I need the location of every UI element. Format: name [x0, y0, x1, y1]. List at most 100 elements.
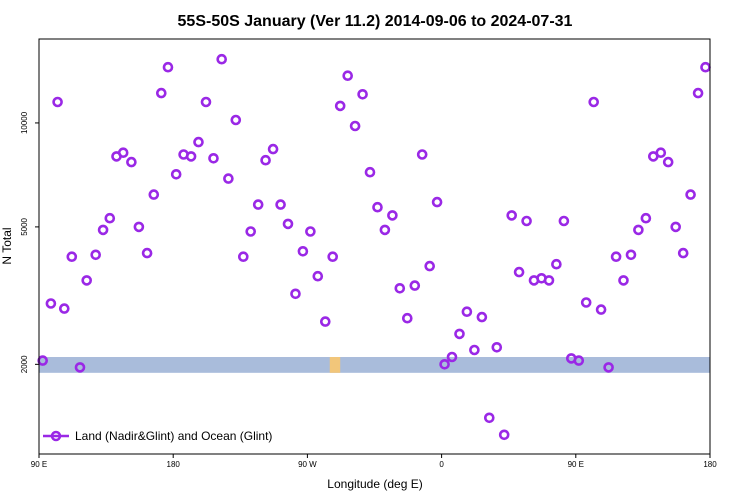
data-point	[446, 351, 458, 363]
plot-area	[37, 38, 711, 455]
data-point	[267, 143, 279, 155]
data-point	[319, 316, 331, 327]
data-point	[670, 221, 682, 233]
data-point	[59, 303, 70, 314]
data-point	[216, 53, 227, 65]
x-tick-label: 90 E	[31, 460, 47, 469]
data-point	[580, 297, 592, 308]
x-tick-label: 0	[439, 460, 444, 469]
data-point	[342, 70, 354, 81]
data-point	[469, 344, 480, 356]
data-point	[439, 358, 450, 370]
data-point	[148, 189, 160, 200]
data-point	[312, 270, 324, 282]
data-point	[603, 362, 614, 373]
data-point	[364, 166, 376, 178]
data-point	[610, 251, 622, 263]
data-point	[297, 246, 309, 257]
data-point	[90, 249, 101, 261]
data-point	[454, 328, 465, 340]
data-point	[74, 362, 86, 373]
data-point	[282, 218, 294, 230]
data-point	[491, 341, 503, 353]
data-point	[513, 266, 525, 278]
reference-band-highlight	[329, 357, 341, 373]
x-tick-label: 90 W	[298, 460, 317, 469]
legend-label: Land (Nadir&Glint) and Ocean (Glint)	[75, 429, 272, 443]
legend-marker	[50, 430, 62, 442]
reference-band	[39, 357, 710, 373]
data-point	[662, 156, 674, 168]
data-point	[126, 156, 137, 168]
data-point	[327, 251, 339, 263]
data-point	[558, 215, 570, 227]
data-point	[170, 169, 182, 180]
data-point	[230, 114, 242, 126]
data-point	[141, 247, 153, 259]
y-tick-label: 2000	[20, 355, 29, 373]
data-point	[625, 249, 637, 261]
y-axis-ticks: 2000 5000 10000	[20, 111, 39, 373]
data-point	[66, 251, 78, 263]
data-point	[81, 275, 92, 286]
data-point	[483, 412, 495, 424]
data-point	[409, 280, 421, 291]
data-point	[431, 196, 443, 208]
data-point	[193, 136, 204, 148]
data-point	[185, 151, 197, 162]
data-point	[655, 147, 667, 158]
data-point	[275, 199, 286, 210]
x-axis-ticks: 90 E 180 90 W 0 90 E 180	[31, 454, 717, 469]
data-point	[349, 120, 361, 132]
data-point	[633, 224, 644, 236]
x-axis-label: Longitude (deg E)	[327, 477, 422, 491]
data-point	[476, 311, 488, 323]
plot-frame	[38, 38, 711, 455]
data-point	[551, 258, 562, 270]
data-point	[521, 215, 532, 227]
data-point	[543, 275, 555, 286]
data-point	[290, 288, 301, 300]
data-point	[394, 282, 406, 294]
data-point	[252, 199, 264, 210]
y-tick-label: 5000	[20, 217, 29, 235]
data-point	[104, 212, 116, 224]
data-point	[401, 312, 413, 324]
data-point	[372, 201, 383, 213]
data-point	[208, 153, 219, 164]
data-point	[424, 260, 436, 272]
chart-title: 55S-50S January (Ver 11.2) 2014-09-06 to…	[178, 13, 573, 30]
data-point	[387, 210, 398, 221]
data-point	[677, 247, 689, 259]
data-point	[156, 87, 167, 99]
data-point	[200, 96, 212, 108]
data-point	[334, 100, 346, 112]
data-point	[685, 189, 696, 200]
data-point	[97, 224, 109, 236]
data-point	[357, 89, 368, 100]
data-point	[506, 210, 518, 221]
x-tick-label: 180	[703, 460, 717, 469]
data-point	[238, 251, 249, 263]
data-point	[305, 226, 316, 237]
data-point	[618, 275, 629, 286]
legend: Land (Nadir&Glint) and Ocean (Glint)	[43, 429, 272, 443]
data-point	[52, 96, 63, 108]
data-point	[379, 224, 391, 236]
data-point	[223, 173, 234, 184]
data-point	[640, 212, 652, 224]
series-points	[37, 53, 711, 441]
data-point	[133, 221, 145, 233]
data-point	[117, 147, 129, 158]
data-point	[245, 226, 256, 237]
data-point	[162, 61, 174, 73]
data-point	[416, 149, 428, 160]
x-tick-label: 90 E	[568, 460, 584, 469]
data-point	[588, 96, 600, 108]
data-point	[260, 154, 271, 166]
data-point	[595, 304, 607, 315]
data-point	[498, 429, 510, 441]
data-point	[573, 355, 585, 366]
